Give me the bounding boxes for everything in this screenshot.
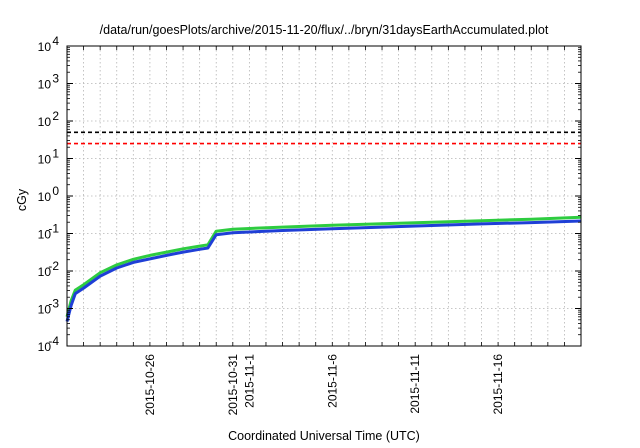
y-tick-exponent: 0 xyxy=(52,184,59,198)
x-tick-label: 2015-11-1 xyxy=(242,354,256,408)
x-tick-label: 2015-11-11 xyxy=(408,354,422,414)
y-tick-exponent: 2 xyxy=(52,109,59,123)
x-tick-label: 2015-10-26 xyxy=(143,354,157,416)
x-axis: 2015-10-26 2015-10-31 2015-11-1 2015-11-6 20… xyxy=(83,46,565,416)
y-tick-label: 10 xyxy=(38,303,52,317)
y-tick-exponent: 3 xyxy=(52,72,59,86)
y-tick-label: 10 xyxy=(38,78,52,92)
y-tick-exponent: 1 xyxy=(52,147,59,161)
series-lines xyxy=(65,215,582,322)
y-tick-label: 10 xyxy=(38,190,52,204)
grid xyxy=(67,46,581,346)
y-tick-exponent: -4 xyxy=(48,334,59,348)
y-tick-exponent: 4 xyxy=(52,34,59,48)
y-tick-label: 10 xyxy=(38,265,52,279)
y-axis-label: cGy xyxy=(15,188,29,211)
x-tick-label: 2015-11-6 xyxy=(325,354,339,408)
y-tick-label: 10 xyxy=(38,228,52,242)
y-tick-label: 10 xyxy=(38,153,52,167)
x-tick-label: 2015-10-31 xyxy=(226,354,240,416)
chart-title: /data/run/goesPlots/archive/2015-11-20/f… xyxy=(100,23,549,37)
series-line xyxy=(65,215,582,318)
y-tick-exponent: -2 xyxy=(48,259,59,273)
series-line xyxy=(65,219,582,322)
y-tick-label: 10 xyxy=(38,115,52,129)
y-tick-label: 10 xyxy=(38,340,52,354)
x-tick-label: 2015-11-16 xyxy=(491,354,505,415)
y-tick-exponent: -3 xyxy=(48,297,59,311)
y-tick-label: 10 xyxy=(38,40,52,54)
x-axis-label: Coordinated Universal Time (UTC) xyxy=(228,429,420,443)
reference-lines xyxy=(67,131,581,145)
y-tick-exponent: -1 xyxy=(48,222,59,236)
